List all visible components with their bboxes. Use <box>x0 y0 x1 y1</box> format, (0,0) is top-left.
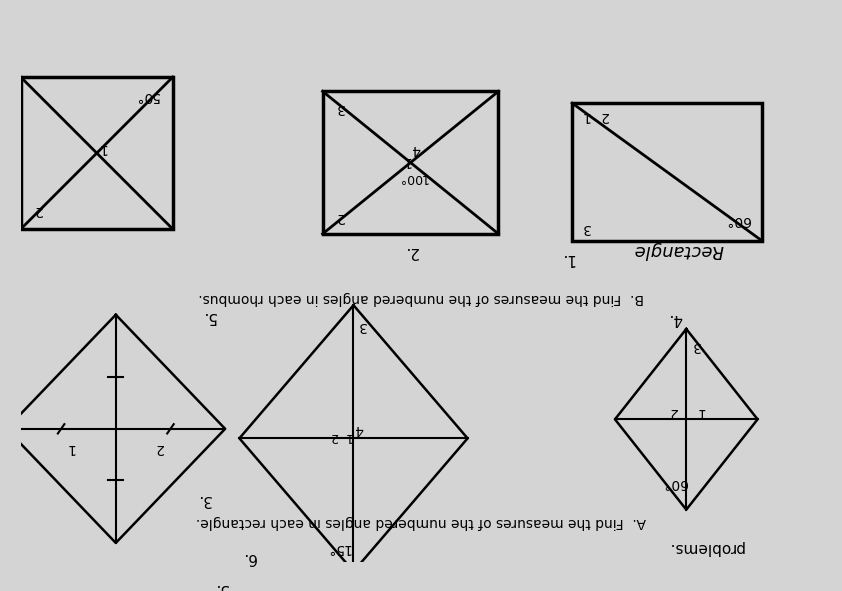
Text: 1: 1 <box>581 109 590 124</box>
Text: 1: 1 <box>344 430 352 443</box>
Text: 1: 1 <box>695 405 704 418</box>
Text: 4: 4 <box>412 142 421 156</box>
Text: 50°: 50° <box>134 89 158 103</box>
Text: 1: 1 <box>97 141 106 155</box>
Text: 3.: 3. <box>196 492 211 506</box>
Text: 1: 1 <box>402 154 410 168</box>
Text: 4.: 4. <box>667 311 682 326</box>
Text: 5.: 5. <box>213 581 227 591</box>
Text: 5.: 5. <box>201 309 216 324</box>
Text: 3: 3 <box>357 319 365 333</box>
Text: 2: 2 <box>154 441 163 455</box>
Text: 1.: 1. <box>560 251 575 265</box>
Text: 2: 2 <box>669 405 677 418</box>
Text: 60°: 60° <box>663 476 687 490</box>
Text: 3: 3 <box>691 339 701 353</box>
Text: 1: 1 <box>66 441 75 455</box>
Text: 3: 3 <box>335 102 344 115</box>
Text: 4: 4 <box>354 422 364 436</box>
Text: 60°: 60° <box>725 213 750 227</box>
Text: B.  Find the measures of the numbered angles in each rhombus.: B. Find the measures of the numbered ang… <box>198 291 644 304</box>
Text: 6.: 6. <box>242 550 256 564</box>
Text: 3: 3 <box>581 220 590 235</box>
Text: 2.: 2. <box>403 243 418 258</box>
Text: 100°: 100° <box>397 171 428 184</box>
Text: Rectangle: Rectangle <box>633 241 724 259</box>
Text: 2: 2 <box>335 210 344 224</box>
Bar <box>573 103 762 241</box>
Text: problems.: problems. <box>667 540 743 555</box>
Text: 2: 2 <box>331 430 338 443</box>
Text: 2: 2 <box>34 203 42 217</box>
Text: 2: 2 <box>600 109 608 124</box>
Bar <box>322 91 498 234</box>
Text: 15°: 15° <box>326 541 350 555</box>
Bar <box>21 77 173 229</box>
Text: A.  Find the measures of the numbered angles in each rectangle.: A. Find the measures of the numbered ang… <box>196 515 646 529</box>
